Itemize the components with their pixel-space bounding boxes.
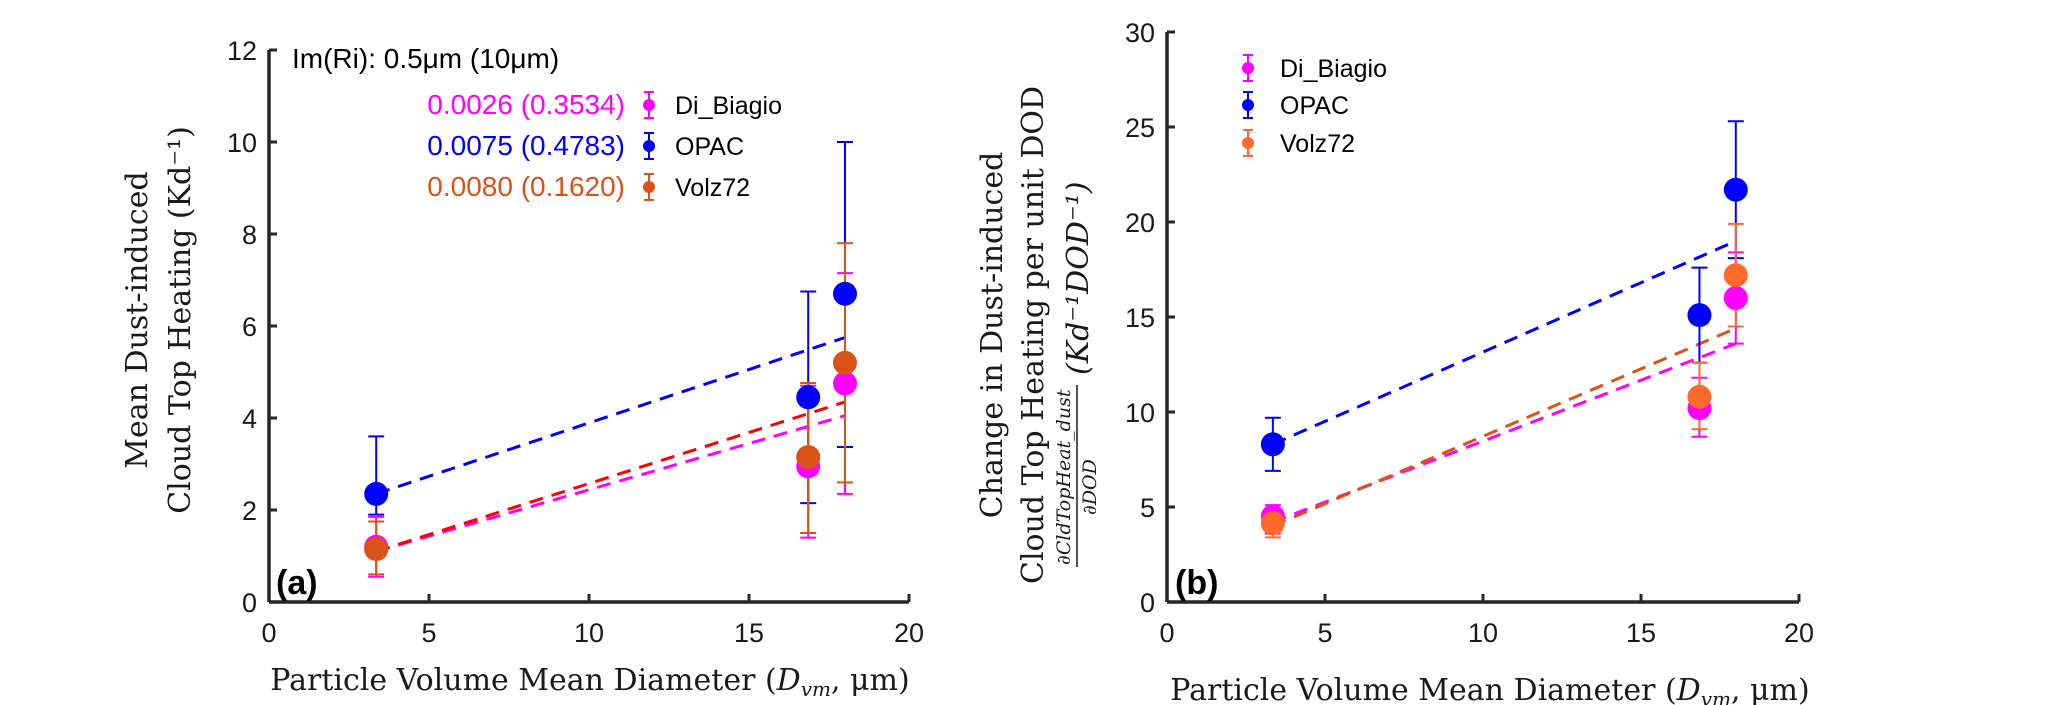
data-point-volz72 [833, 350, 857, 375]
legend-label-opac: OPAC [1280, 92, 1349, 120]
x-tick-label: 0 [1159, 618, 1174, 648]
panel-b: 0 5 10 15 20 0 5 10 15 20 25 30 (b) Di_Biagio OPAC Vo… [975, 18, 1814, 705]
legend-label-di-biagio: Di_Biagio [1280, 55, 1387, 83]
panel-b-legend: Di_Biagio OPAC Volz72 [1242, 54, 1387, 158]
x-tick-label: 15 [1626, 618, 1656, 648]
y-tick-label: 0 [242, 588, 257, 618]
panel-b-ylabel-units: (Kd⁻¹DOD⁻¹) [1061, 182, 1096, 375]
data-point-opac [1723, 177, 1748, 202]
fit-line-opac [375, 336, 846, 496]
y-tick-label: 5 [1140, 493, 1155, 523]
legend-marker-icon [1242, 137, 1254, 149]
legend-label-di-biagio: Di_Biagio [675, 92, 782, 120]
data-point-opac [796, 385, 821, 410]
data-point-opac [833, 281, 857, 306]
legend-marker-icon [643, 140, 655, 152]
panel-b-points [1260, 177, 1748, 536]
legend-label-volz72: Volz72 [675, 174, 750, 202]
y-tick-label: 30 [1125, 18, 1155, 48]
panel-a-fit-lines [375, 336, 846, 553]
panel-b-label: (b) [1175, 564, 1218, 602]
panel-a-points [364, 281, 857, 562]
legend-marker-icon [1242, 99, 1254, 111]
fit-line-di-biagio [1272, 342, 1737, 524]
y-tick-label: 0 [1140, 588, 1155, 618]
y-tick-label: 15 [1125, 303, 1155, 333]
fit-line-volz72 [1272, 327, 1737, 528]
data-point-volz72 [1723, 263, 1748, 288]
legend-stat-di-biagio: 0.0026 (0.3534) [427, 89, 625, 120]
y-tick-label: 25 [1125, 113, 1155, 143]
x-tick-label: 15 [734, 618, 764, 648]
y-tick-label: 12 [227, 36, 257, 66]
legend-stat-opac: 0.0075 (0.4783) [427, 130, 625, 161]
panel-b-ylabel-line2: Cloud Top Heating per unit DOD [1016, 86, 1051, 584]
data-point-opac [364, 481, 389, 506]
legend-marker-icon [643, 181, 655, 193]
x-tick-label: 5 [421, 618, 436, 648]
data-point-opac [1687, 303, 1712, 328]
x-tick-label: 20 [894, 618, 924, 648]
legend-marker-icon [1242, 62, 1254, 74]
panel-b-ylabel-frac-num: ∂CldTopHeat_dust [1053, 389, 1075, 565]
y-tick-label: 4 [242, 404, 257, 434]
x-tick-label: 5 [1317, 618, 1332, 648]
data-point-volz72 [1687, 384, 1712, 409]
data-point-volz72 [364, 537, 389, 562]
y-tick-label: 2 [242, 496, 257, 526]
y-tick-label: 10 [227, 128, 257, 158]
panel-b-ylabel-line3: ∂CldTopHeat_dust ∂DOD (Kd⁻¹DOD⁻¹) [1053, 182, 1101, 567]
fit-line-opac [1272, 239, 1737, 446]
y-tick-label: 6 [242, 312, 257, 342]
data-point-volz72 [1260, 511, 1285, 536]
panel-a-xlabel: Particle Volume Mean Diameter (Dvm, μm) [270, 663, 909, 701]
panel-a-ticks: 0 5 10 15 20 0 2 4 6 8 10 12 [227, 36, 924, 648]
legend-stat-volz72: 0.0080 (0.1620) [427, 171, 625, 202]
y-tick-label: 8 [242, 220, 257, 250]
panel-a-legend: 0.0026 (0.3534) Di_Biagio 0.0075 (0.4783) O… [427, 89, 782, 202]
panel-a: 0 5 10 15 20 0 2 4 6 8 10 12 (a) Im(Ri): 0.5μm (10μ… [120, 36, 924, 701]
panel-b-xlabel: Particle Volume Mean Diameter (Dvm, μm) [1170, 673, 1809, 705]
data-point-volz72 [796, 445, 821, 470]
panel-a-annotation-header: Im(Ri): 0.5μm (10μm) [292, 43, 559, 74]
x-tick-label: 20 [1784, 618, 1814, 648]
data-point-opac [1260, 432, 1285, 457]
panel-b-fit-lines [1272, 239, 1737, 528]
legend-label-volz72: Volz72 [1280, 130, 1355, 158]
panel-b-ylabel-line1: Change in Dust-induced [975, 152, 1010, 519]
data-point-di-biagio [1723, 286, 1748, 310]
panel-a-label: (a) [276, 564, 318, 602]
panel-b-errorbars [1264, 120, 1744, 539]
x-tick-label: 10 [574, 618, 604, 648]
panel-a-ylabel-line1: Mean Dust-induced [120, 171, 155, 468]
legend-marker-icon [643, 99, 655, 111]
fit-line-di-biagio [375, 414, 846, 553]
panel-a-ylabel-line2: Cloud Top Heating (Kd⁻¹) [163, 126, 198, 514]
fit-line-volz72 [375, 400, 846, 553]
y-tick-label: 10 [1125, 398, 1155, 428]
y-tick-label: 20 [1125, 208, 1155, 238]
panel-b-ticks: 0 5 10 15 20 0 5 10 15 20 25 30 [1125, 18, 1814, 648]
panel-b-ylabel-frac-den: ∂DOD [1079, 459, 1101, 515]
legend-label-opac: OPAC [675, 133, 744, 161]
x-tick-label: 10 [1468, 618, 1498, 648]
x-tick-label: 0 [261, 618, 276, 648]
data-point-di-biagio [833, 371, 857, 396]
